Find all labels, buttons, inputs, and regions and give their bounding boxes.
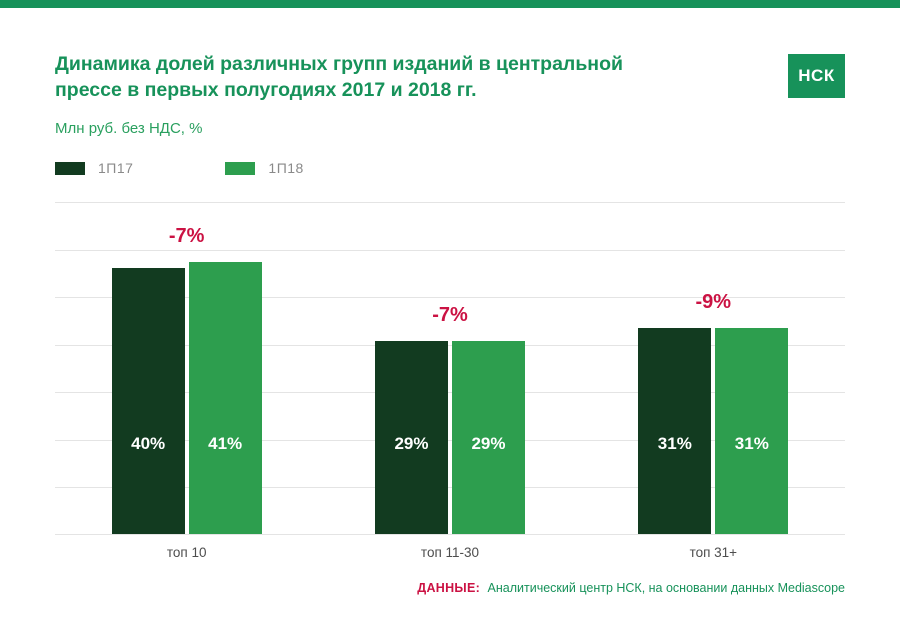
legend-label: 1П18 — [268, 160, 304, 177]
legend-label: 1П17 — [98, 160, 134, 177]
bar-chart: 40% 41% -7% 29% 29% -7% 31% 31% -9% — [55, 202, 845, 536]
source-label: ДАННЫЕ: — [417, 581, 481, 596]
page: Динамика долей различных групп изданий в… — [0, 0, 900, 595]
bar-1П18-топ-10: 41% — [188, 262, 262, 535]
nsk-logo-text: НСК — [798, 66, 835, 85]
nsk-logo: НСК — [788, 54, 845, 98]
bar-1П18-топ-11-30: 29% — [451, 341, 525, 535]
gridline — [55, 249, 845, 251]
source-note: ДАННЫЕ: Аналитический центр НСК, на осно… — [55, 581, 845, 595]
bar-1П17-топ-10: 40% — [111, 268, 185, 535]
page-title-line-1: Динамика долей различных групп изданий в… — [55, 53, 623, 75]
change-annotation: -9% — [695, 291, 732, 314]
gridline — [55, 344, 845, 346]
legend-item-1П18: 1П18 — [225, 160, 303, 176]
change-annotation: -7% — [168, 225, 205, 248]
plot-area: 40% 41% -7% 29% 29% -7% 31% 31% -9% — [55, 202, 845, 535]
category-label: топ 31+ — [689, 545, 738, 561]
category-label: топ 11-30 — [420, 545, 480, 561]
bar-group-топ-10: 40% 41% -7% — [55, 202, 318, 535]
top-accent-bar — [0, 0, 900, 8]
bar-group-топ-11-30: 29% 29% -7% — [318, 202, 581, 535]
page-title-line-2: прессе в первых полугодиях 2017 и 2018 г… — [55, 78, 477, 101]
chart-legend: 1П17 1П18 — [55, 160, 845, 176]
gridline — [55, 487, 845, 489]
category-axis: топ 10 топ 11-30 топ 31+ — [55, 545, 845, 560]
bar-value-label: 29% — [471, 434, 506, 454]
bar-1П17-топ-11-30: 29% — [374, 341, 448, 535]
legend-item-1П17: 1П17 — [55, 160, 133, 176]
header: Динамика долей различных групп изданий в… — [55, 52, 845, 103]
gridline — [55, 202, 845, 204]
change-annotation: -7% — [432, 304, 468, 327]
gridline — [55, 534, 845, 536]
legend-swatch — [55, 161, 85, 175]
category-label: топ 10 — [166, 545, 207, 561]
gridline — [55, 439, 845, 441]
chart-subtitle: Млн руб. без НДС, % — [55, 120, 203, 138]
bar-group-топ-31+: 31% 31% -9% — [582, 202, 845, 535]
gridline — [55, 392, 845, 394]
bar-value-label: 31% — [734, 434, 769, 454]
bar-value-label: 41% — [208, 434, 243, 454]
source-text: Аналитический центр НСК, на основании да… — [487, 581, 845, 596]
gridline — [55, 297, 845, 299]
bar-value-label: 29% — [394, 434, 429, 454]
bar-value-label: 40% — [131, 434, 166, 454]
page-title: Динамика долей различных групп изданий в… — [55, 52, 623, 103]
bar-1П18-топ-31+: 31% — [715, 328, 789, 535]
legend-swatch — [225, 161, 256, 175]
bar-1П17-топ-31+: 31% — [638, 328, 712, 535]
bar-value-label: 31% — [657, 434, 692, 454]
content: Динамика долей различных групп изданий в… — [0, 52, 900, 595]
